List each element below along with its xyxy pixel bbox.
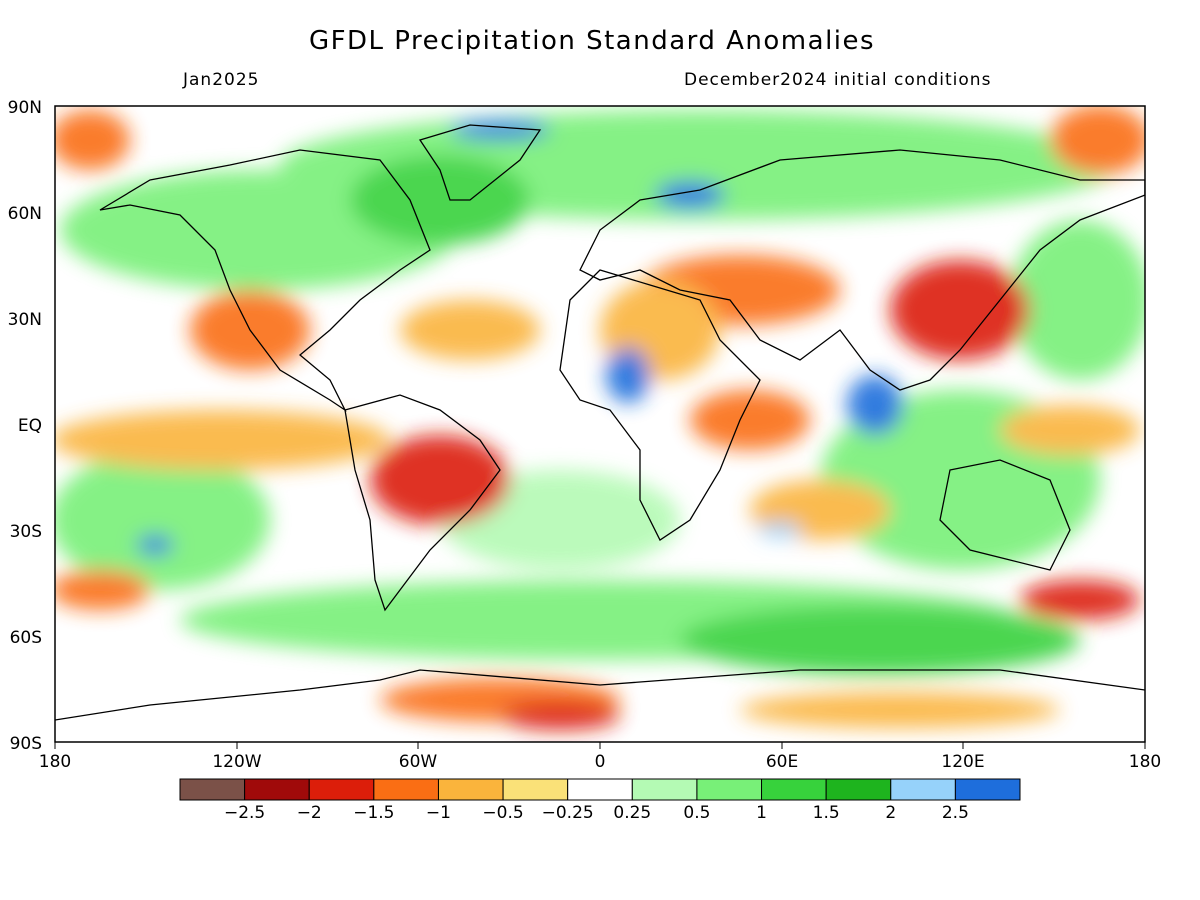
y-tick-label: 30S (10, 522, 42, 542)
colorbar-label: −1.5 (353, 803, 394, 823)
x-tick-label: 120W (212, 752, 261, 772)
colorbar-label: −0.5 (482, 803, 523, 823)
colorbar-label: 2.5 (942, 803, 969, 823)
colorbar-label: 1.5 (813, 803, 840, 823)
colorbar-swatch (631, 778, 698, 801)
colorbar-swatch (502, 778, 569, 801)
y-tick-label: 60S (10, 628, 42, 648)
y-tick-label: 60N (8, 204, 42, 224)
colorbar-label: −2.5 (224, 803, 265, 823)
x-tick-label: 0 (595, 752, 606, 772)
x-tick-label: 120E (941, 752, 984, 772)
map-title: GFDL Precipitation Standard Anomalies (308, 26, 876, 56)
initial-conditions: December2024 initial conditions (684, 70, 992, 90)
y-tick-label: EQ (18, 416, 42, 436)
x-tick-label: 180 (1129, 752, 1161, 772)
y-tick-label: 90N (8, 98, 42, 118)
colorbar-swatch (179, 778, 246, 801)
coastlines (55, 124, 1145, 721)
forecast-month: Jan2025 (183, 70, 260, 90)
x-axis-labels: 180 120W 60W 0 60E 120E 180 (39, 752, 1161, 772)
x-tick-label: 60E (766, 752, 798, 772)
y-tick-label: 30N (8, 310, 42, 330)
colorbar-swatch (761, 778, 827, 801)
y-tick-label: 90S (10, 734, 42, 754)
colorbar-swatch (954, 778, 1021, 801)
colorbar-swatch (825, 778, 892, 801)
axis-ticks (54, 742, 1146, 749)
colorbar-swatch (244, 778, 310, 801)
x-tick-label: 180 (39, 752, 71, 772)
colorbar-label: 1 (756, 803, 767, 823)
colorbar-swatch (373, 778, 439, 801)
colorbar-label: 0.5 (683, 803, 710, 823)
colorbar-label: 0.25 (613, 803, 651, 823)
colorbar-swatch (696, 778, 763, 801)
x-tick-label: 60W (399, 752, 438, 772)
colorbar-label: −0.25 (542, 803, 594, 823)
y-axis-labels: 90N 60N 30N EQ 30S 60S 90S (8, 98, 42, 754)
colorbar-swatch (567, 778, 633, 801)
colorbar-swatch (890, 778, 956, 801)
anomaly-field (55, 106, 1145, 742)
colorbar: −2.5 −2 −1.5 −1 −0.5 −0.25 0.25 0.5 1 1.5 2 2.5 (179, 778, 1021, 823)
colorbar-swatch (437, 778, 504, 801)
colorbar-label: −2 (297, 803, 322, 823)
colorbar-label: −1 (426, 803, 451, 823)
colorbar-label: 2 (885, 803, 896, 823)
colorbar-swatch (308, 778, 375, 801)
